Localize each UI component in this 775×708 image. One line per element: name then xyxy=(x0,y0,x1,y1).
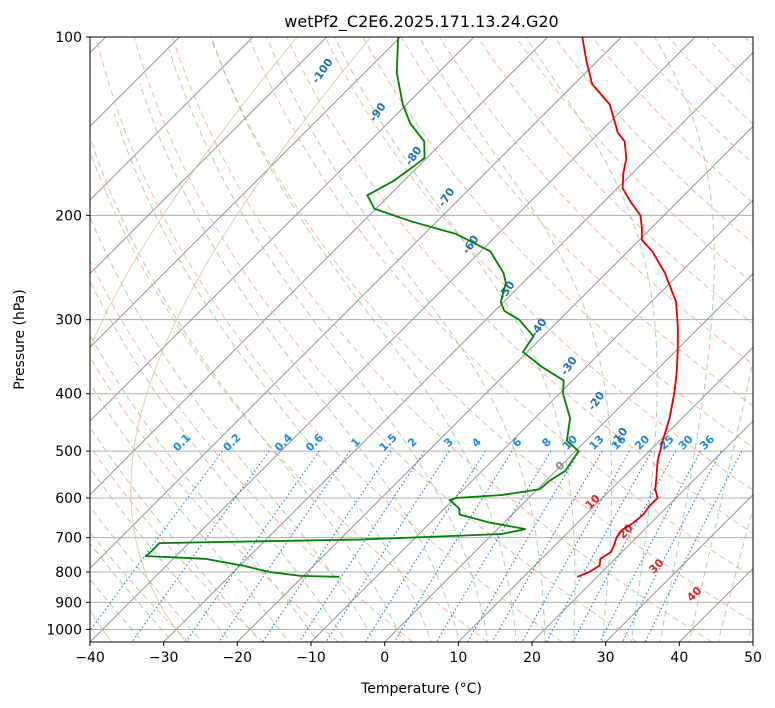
dry-adiabat xyxy=(171,37,712,642)
x-tick-label: 0 xyxy=(380,650,389,666)
y-tick-label: 700 xyxy=(55,531,82,547)
dry-adiabat xyxy=(95,37,563,642)
moist-adiabat xyxy=(90,505,203,642)
isotherm xyxy=(90,37,475,422)
isotherm xyxy=(90,37,401,348)
dry-adiabat xyxy=(362,37,753,449)
dry-adiabat xyxy=(477,37,753,325)
y-tick-label: 500 xyxy=(55,444,82,460)
isotherm xyxy=(237,125,753,642)
moist-adiabat xyxy=(90,382,290,642)
dry-adiabat xyxy=(210,37,753,623)
moist-adiabat xyxy=(168,49,489,642)
x-tick-label: −20 xyxy=(223,650,253,666)
isotherm xyxy=(90,37,548,496)
y-tick-label: 800 xyxy=(55,565,82,581)
mixing-ratio-line xyxy=(325,450,450,642)
moist-adiabat xyxy=(334,37,576,642)
dry-adiabat xyxy=(90,445,264,642)
y-tick-label: 600 xyxy=(55,491,82,507)
sounding-profiles xyxy=(144,37,679,578)
dry-adiabat xyxy=(591,37,753,204)
dry-adiabat xyxy=(400,37,753,407)
mixing-ratio-line xyxy=(262,450,392,642)
isotherm xyxy=(531,420,753,642)
temperature-line xyxy=(576,37,679,578)
reference-curve xyxy=(90,37,298,642)
y-axis-label: Pressure (hPa) xyxy=(12,289,28,389)
x-axis-label: Temperature (°C) xyxy=(360,681,482,697)
y-tick-label: 300 xyxy=(55,313,82,329)
dry-adiabat xyxy=(248,37,753,578)
x-tick-label: −30 xyxy=(149,650,179,666)
dry-adiabat xyxy=(629,37,753,165)
mixing-ratio-line xyxy=(491,450,603,642)
moist-adiabat xyxy=(210,37,518,642)
isotherms xyxy=(90,37,753,642)
plot-frame xyxy=(89,36,754,643)
x-tick-label: 10 xyxy=(449,650,467,666)
moist-adiabat xyxy=(266,37,546,642)
mixing-ratio-line xyxy=(572,450,677,642)
isotherm xyxy=(605,494,753,642)
mixing-ratio-line xyxy=(131,450,270,642)
x-tick-label: −40 xyxy=(75,650,105,666)
isotherm xyxy=(90,37,327,275)
mixing-ratio-line xyxy=(621,450,722,642)
y-tick-label: 1000 xyxy=(46,622,82,638)
mixing-ratio-line xyxy=(466,450,580,642)
mixing-ratio-line xyxy=(364,450,486,642)
dewpoint-line xyxy=(144,37,580,578)
moist-adiabats xyxy=(90,37,753,642)
mixing-ratio-lines xyxy=(90,450,743,642)
pressure-gridlines xyxy=(90,37,753,630)
isotherm xyxy=(458,346,753,642)
moist-adiabat xyxy=(688,358,753,642)
y-tick-label: 900 xyxy=(55,595,82,611)
moist-adiabat xyxy=(90,215,376,642)
moist-adiabat xyxy=(418,37,613,642)
isotherm xyxy=(90,37,696,642)
x-tick-label: −10 xyxy=(296,650,326,666)
moist-adiabat xyxy=(90,279,347,642)
y-tick-label: 200 xyxy=(55,208,82,224)
isotherm xyxy=(90,37,254,201)
y-tick-label: 400 xyxy=(55,387,82,403)
moist-adiabat xyxy=(525,37,658,642)
reference-curve xyxy=(130,37,372,642)
moist-adiabat xyxy=(654,37,715,642)
dry-adiabat xyxy=(515,37,753,284)
moist-adiabat xyxy=(90,426,261,642)
x-tick-label: 40 xyxy=(670,650,688,666)
moist-adiabat xyxy=(90,135,404,642)
mixing-ratio-line xyxy=(644,450,743,642)
isotherm xyxy=(384,273,753,642)
moist-adiabat xyxy=(139,83,461,642)
dry-adiabat xyxy=(133,37,638,642)
x-tick-label: 20 xyxy=(523,650,541,666)
x-axis: −40 −30 −20 −10 0 10 20 30 40 50 xyxy=(75,642,762,666)
isotherm xyxy=(90,37,622,569)
moist-adiabat xyxy=(717,506,753,642)
mixing-ratio-line xyxy=(393,450,513,642)
chart-title: wetPf2_C2E6.2025.171.13.24.G20 xyxy=(284,12,558,32)
moist-adiabat xyxy=(90,578,144,642)
mixing-ratio-line xyxy=(298,450,425,642)
x-tick-label: 30 xyxy=(597,650,615,666)
y-axis: 100 200 300 400 500 600 700 800 900 1000 xyxy=(46,30,90,638)
moist-adiabat xyxy=(90,334,319,642)
x-tick-label: 50 xyxy=(744,650,762,666)
dry-adiabat xyxy=(324,37,753,491)
y-tick-label: 100 xyxy=(55,30,82,46)
